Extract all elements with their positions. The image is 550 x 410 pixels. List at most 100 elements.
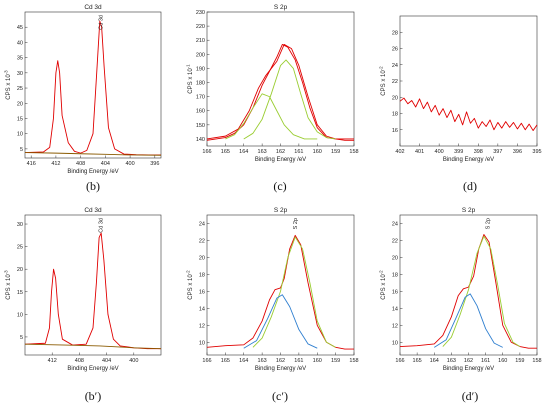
x-tick-label: 166: [202, 358, 211, 364]
y-tick-label: 30: [17, 222, 23, 228]
x-tick-label: 163: [258, 358, 267, 364]
y-tick-label: 20: [17, 267, 23, 273]
series-line-2: [24, 343, 162, 350]
x-tick-label: 400: [435, 149, 444, 155]
y-axis-label: CPS x 10-3: [4, 70, 13, 100]
y-axis-exponent: -3: [4, 70, 9, 74]
x-axis-label: Binding Energy /eV: [67, 169, 118, 175]
chart-panel-5: 166 165 164 163 162 161 160 159 158 10 12 14 16 18 20 2…: [186, 207, 359, 403]
y-tick-label: 22: [392, 238, 398, 244]
x-tick-label: 401: [415, 149, 424, 155]
y-tick-label: 160: [196, 109, 205, 115]
y-axis-label: CPS x 10-2: [379, 66, 388, 96]
panel-caption: (b′): [85, 389, 102, 403]
x-tick-label: 158: [349, 358, 358, 364]
y-tick-label: 20: [392, 255, 398, 261]
x-tick-label: 163: [258, 149, 267, 155]
y-tick-label: 22: [392, 79, 398, 85]
series-line-1: [24, 20, 161, 156]
chart-panel-2: 166 165 164 163 162 161 160 159 158 140 150 160 170 1…: [186, 4, 359, 193]
series-line-1: [24, 232, 161, 350]
series-line-1: [206, 43, 354, 141]
x-tick-label: 159: [515, 358, 524, 364]
chart-title: S 2p: [274, 207, 288, 214]
y-tick-label: 20: [392, 95, 398, 101]
y-tick-label: 180: [196, 81, 205, 87]
y-tick-label: 16: [199, 289, 205, 295]
y-tick-label: 18: [392, 272, 398, 278]
plot-frame: [206, 214, 355, 356]
x-tick-label: 162: [276, 149, 285, 155]
x-tick-label: 398: [474, 149, 483, 155]
y-axis-label: CPS x 10-3: [4, 270, 13, 300]
chart-title: Cd 3d: [84, 207, 102, 214]
x-axis-label: Binding Energy /eV: [443, 366, 494, 372]
x-tick-label: 166: [202, 149, 211, 155]
y-tick-label: 45: [17, 25, 23, 31]
y-tick-label: 10: [17, 312, 23, 318]
peak-label: Cd 3d: [98, 15, 104, 30]
chart-panel-6: 166 165 164 163 162 161 160 159 158 10 12 14 16 18 20 2…: [379, 207, 542, 403]
series-line-3: [225, 93, 318, 140]
y-tick-label: 28: [392, 30, 398, 36]
series-line-2: [206, 43, 354, 140]
series-line-2: [252, 236, 336, 348]
x-tick-label: 399: [454, 149, 463, 155]
y-tick-label: 230: [196, 10, 205, 16]
series-line-1: [399, 97, 538, 132]
x-tick-label: 165: [413, 358, 422, 364]
y-tick-label: 10: [392, 340, 398, 346]
y-axis-exponent: -2: [379, 270, 384, 274]
x-tick-label: 160: [313, 149, 322, 155]
x-tick-label: 163: [447, 358, 456, 364]
y-tick-label: 40: [17, 40, 23, 46]
x-tick-label: 164: [239, 149, 248, 155]
chart-panel-3: 402 401 400 399 398 397 396 395 16 18 20 22 24 26 28 Bi…: [379, 15, 542, 193]
chart-panel-1: 416 412 408 404 400 396 5 10 15 20 25 30 35 40 45 Bindi…: [4, 4, 162, 193]
x-tick-label: 412: [51, 161, 60, 167]
chart-title: Cd 3d: [84, 4, 102, 11]
panel-caption: (b): [86, 179, 100, 193]
y-tick-label: 25: [17, 245, 23, 251]
x-tick-label: 161: [294, 149, 303, 155]
plot-frame: [206, 11, 355, 147]
y-tick-label: 12: [392, 323, 398, 329]
y-tick-label: 220: [196, 24, 205, 30]
x-tick-label: 408: [76, 161, 85, 167]
x-axis-label: Binding Energy /eV: [255, 157, 306, 163]
x-tick-label: 160: [313, 358, 322, 364]
x-tick-label: 166: [395, 358, 404, 364]
y-axis-exponent: -2: [379, 66, 384, 70]
y-tick-label: 170: [196, 95, 205, 101]
x-tick-label: 164: [239, 358, 248, 364]
series-line-2: [442, 235, 521, 347]
x-tick-label: 158: [532, 358, 541, 364]
series-line-1: [399, 234, 537, 349]
y-tick-label: 14: [199, 306, 205, 312]
y-axis-label: CPS x 10-1: [186, 64, 195, 94]
y-tick-label: 35: [17, 56, 23, 62]
peak-label: Cd 3d: [98, 218, 104, 233]
x-tick-label: 408: [75, 358, 84, 364]
y-tick-label: 16: [392, 289, 398, 295]
plot-frame: [24, 11, 162, 159]
y-tick-label: 15: [17, 116, 23, 122]
x-tick-label: 159: [331, 149, 340, 155]
x-axis-label: Binding Energy /eV: [255, 366, 306, 372]
y-tick-label: 20: [199, 255, 205, 261]
peak-label: S 2p: [293, 218, 299, 229]
x-axis-label: Binding Energy /eV: [67, 366, 118, 372]
y-tick-label: 18: [392, 112, 398, 118]
x-tick-label: 396: [150, 161, 159, 167]
panel-caption: (c): [273, 179, 286, 193]
y-axis-label: CPS x 10-2: [379, 270, 388, 300]
x-tick-label: 162: [276, 358, 285, 364]
y-tick-label: 30: [17, 71, 23, 77]
series-line-2: [24, 152, 162, 156]
series-line-3: [434, 293, 503, 348]
x-tick-label: 160: [498, 358, 507, 364]
y-tick-label: 200: [196, 52, 205, 58]
panel-caption: (d′): [462, 389, 479, 403]
x-tick-label: 161: [294, 358, 303, 364]
